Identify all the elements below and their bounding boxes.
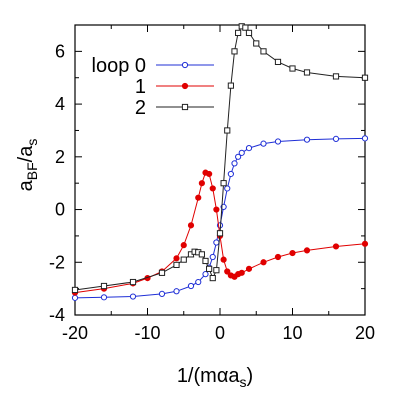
data-point bbox=[253, 40, 260, 47]
y-tick-label: 2 bbox=[55, 147, 65, 167]
y-tick-label: 0 bbox=[55, 200, 65, 220]
data-point bbox=[129, 278, 137, 286]
data-point bbox=[158, 290, 166, 298]
data-point bbox=[260, 48, 267, 55]
data-point bbox=[231, 160, 238, 167]
data-point bbox=[71, 286, 79, 294]
data-point bbox=[303, 247, 311, 254]
x-axis-label: 1/(mαas) bbox=[177, 365, 253, 390]
y-tick-label: -2 bbox=[49, 252, 65, 272]
data-point bbox=[245, 145, 253, 152]
data-point bbox=[202, 271, 209, 278]
legend-label: loop 0 bbox=[92, 55, 147, 77]
data-point bbox=[187, 282, 195, 290]
x-tick-label: 20 bbox=[355, 323, 375, 343]
data-point bbox=[238, 269, 245, 276]
data-point bbox=[274, 138, 282, 145]
series-0 bbox=[71, 135, 369, 301]
data-point bbox=[100, 282, 108, 290]
legend-label: 2 bbox=[135, 97, 146, 119]
y-tick-label: 4 bbox=[55, 94, 65, 114]
data-point bbox=[220, 256, 227, 263]
data-point bbox=[209, 274, 216, 282]
y-tick-label: -4 bbox=[49, 305, 65, 325]
x-tick-label: 10 bbox=[282, 323, 302, 343]
series-layer bbox=[71, 23, 369, 301]
data-point bbox=[361, 240, 369, 247]
data-point bbox=[195, 194, 202, 201]
data-point bbox=[180, 242, 187, 249]
data-point bbox=[100, 294, 108, 301]
data-point bbox=[361, 74, 369, 81]
data-point bbox=[206, 265, 213, 272]
data-point bbox=[361, 135, 369, 142]
data-point bbox=[195, 278, 202, 286]
data-point bbox=[260, 259, 267, 266]
data-point bbox=[180, 256, 187, 263]
legend-marker bbox=[181, 103, 189, 111]
series-line bbox=[74, 137, 366, 299]
series-line bbox=[74, 171, 366, 294]
data-point bbox=[289, 249, 296, 257]
data-point bbox=[224, 268, 231, 275]
data-point bbox=[245, 265, 253, 272]
data-point bbox=[303, 69, 311, 76]
data-point bbox=[231, 48, 238, 55]
series-2 bbox=[71, 23, 369, 294]
data-point bbox=[173, 261, 180, 269]
data-point bbox=[198, 180, 205, 187]
data-point bbox=[332, 243, 340, 250]
data-point bbox=[332, 135, 340, 142]
data-point bbox=[158, 269, 166, 276]
x-tick-label: -20 bbox=[62, 323, 88, 343]
data-point bbox=[274, 58, 282, 66]
y-axis-label: aBF/as bbox=[15, 139, 40, 192]
y-tick-label: 6 bbox=[55, 41, 65, 61]
data-point bbox=[227, 82, 234, 89]
legend: loop 012 bbox=[92, 55, 214, 119]
data-point bbox=[202, 257, 209, 265]
data-point bbox=[220, 180, 227, 187]
data-point bbox=[238, 149, 245, 156]
data-point bbox=[235, 29, 242, 37]
x-tick-label: 0 bbox=[215, 323, 225, 343]
legend-marker bbox=[181, 82, 189, 90]
data-point bbox=[274, 253, 282, 261]
data-point bbox=[129, 293, 137, 300]
data-point bbox=[209, 185, 216, 192]
data-point bbox=[213, 206, 220, 213]
data-point bbox=[187, 222, 195, 229]
data-point bbox=[227, 170, 234, 178]
data-point bbox=[332, 73, 340, 80]
data-point bbox=[209, 253, 216, 261]
data-point bbox=[71, 294, 79, 301]
data-point bbox=[224, 185, 231, 192]
data-point bbox=[235, 153, 242, 160]
data-point bbox=[245, 29, 253, 37]
data-point bbox=[173, 255, 180, 262]
data-point bbox=[216, 230, 224, 237]
data-point bbox=[213, 239, 220, 246]
data-point bbox=[289, 65, 296, 72]
x-tick-label: -10 bbox=[134, 323, 160, 343]
legend-label: 1 bbox=[135, 76, 146, 98]
data-point bbox=[242, 24, 249, 31]
legend-marker bbox=[181, 61, 189, 69]
data-point bbox=[198, 251, 205, 258]
data-point bbox=[260, 140, 267, 147]
data-point bbox=[173, 288, 180, 295]
data-point bbox=[206, 170, 213, 178]
data-point bbox=[224, 127, 231, 134]
data-point bbox=[213, 267, 220, 274]
data-point bbox=[303, 136, 311, 143]
